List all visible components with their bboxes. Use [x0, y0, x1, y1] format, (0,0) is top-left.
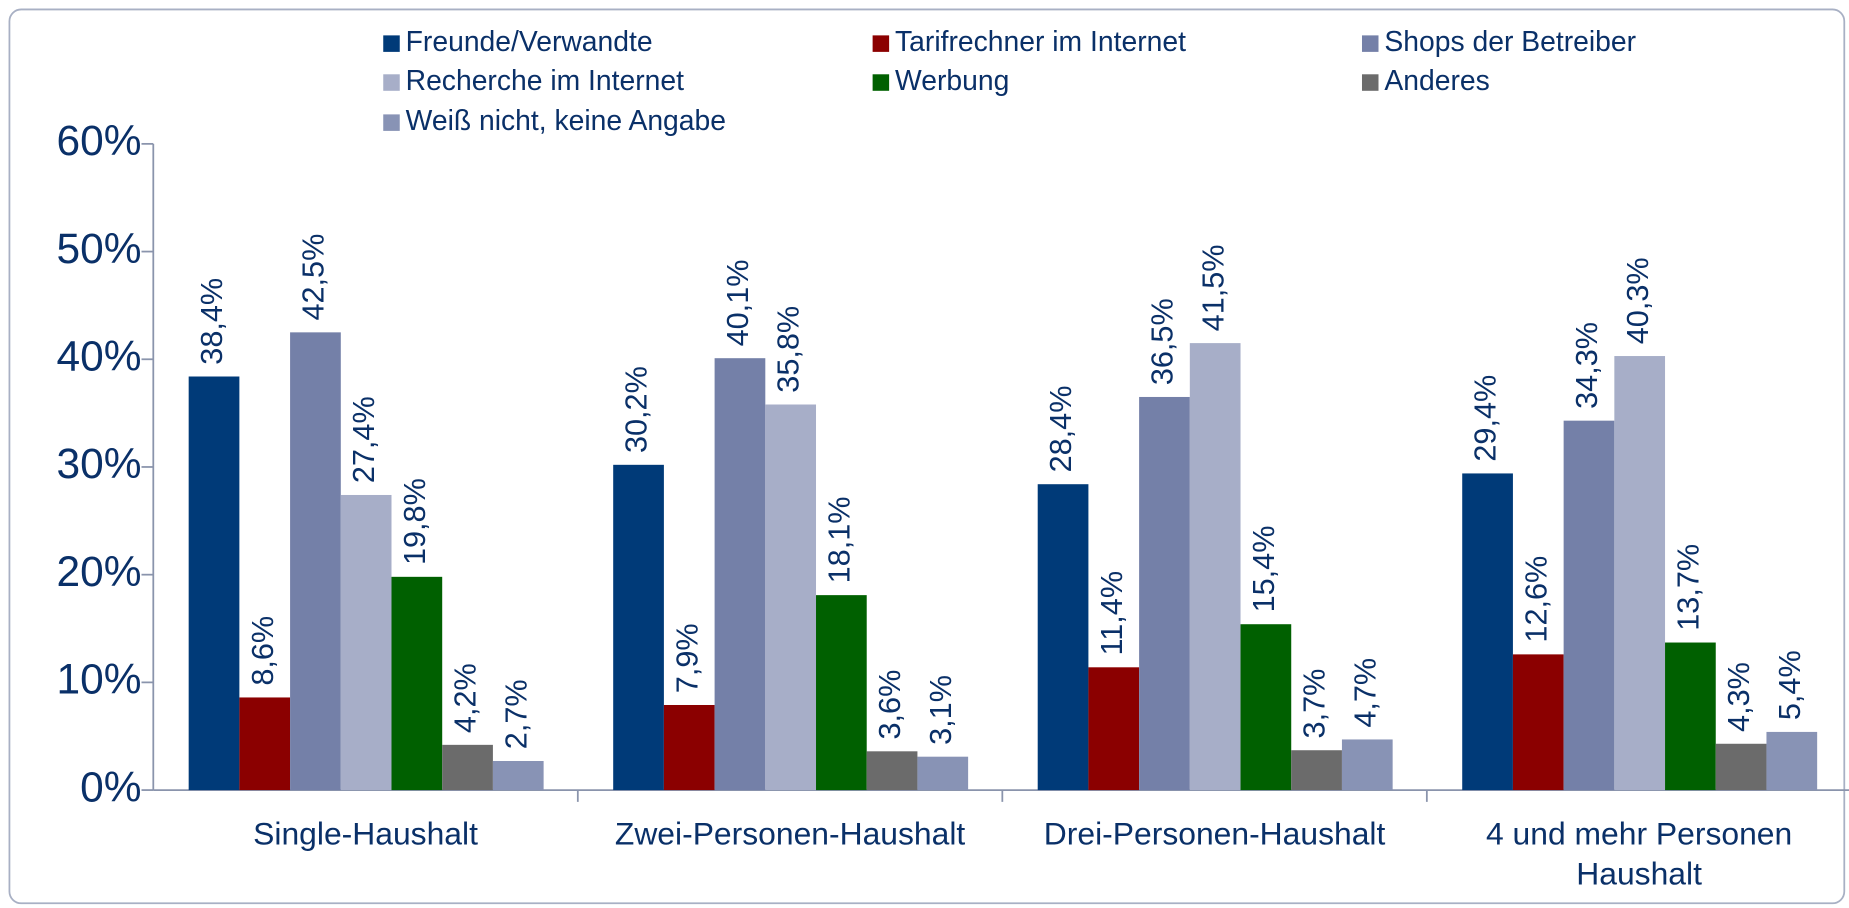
value-label: 4,7%	[1348, 658, 1382, 728]
bar	[1189, 343, 1241, 791]
value-label: 5,4%	[1773, 650, 1807, 720]
value-label: 38,4%	[195, 278, 229, 365]
chart-frame	[8, 8, 1846, 905]
value-label: 35,8%	[772, 306, 806, 393]
x-tick-label-box: Drei-Personen-Haushalt	[1043, 816, 1386, 852]
bar	[340, 494, 392, 791]
value-label: 4,3%	[1722, 662, 1756, 732]
bar	[492, 760, 544, 791]
value-label: 4,2%	[449, 663, 483, 733]
value-label: 3,6%	[873, 670, 907, 740]
bar	[765, 404, 817, 791]
value-label: 27,4%	[347, 396, 381, 483]
legend-label: Shops der Betreiber	[1384, 25, 1636, 57]
value-label: 11,4%	[1095, 571, 1129, 656]
x-tick-label: Zwei-Personen-Haushalt	[614, 816, 966, 852]
x-tick-label: 4 und mehr Personen Haushalt	[1485, 816, 1793, 892]
value-label: 15,4%	[1247, 526, 1281, 613]
bar	[816, 595, 867, 791]
bar	[1614, 356, 1666, 791]
legend-swatch	[383, 35, 400, 52]
value-label: 18,1%	[822, 496, 856, 583]
y-tick-label: 40%	[57, 332, 142, 379]
legend-swatch	[383, 114, 400, 131]
bar	[290, 332, 341, 791]
value-label: 30,2%	[620, 366, 654, 453]
value-label: 28,4%	[1044, 386, 1078, 473]
value-label: 36,5%	[1146, 298, 1180, 385]
bar	[613, 464, 664, 791]
x-tick-label-box: Single-Haushalt	[253, 816, 478, 852]
x-tick-label: Drei-Personen-Haushalt	[1043, 816, 1386, 852]
value-label: 2,7%	[499, 679, 533, 749]
bar	[1139, 396, 1190, 791]
legend-label: Freunde/Verwandte	[406, 25, 653, 57]
bar	[1715, 743, 1767, 791]
bar	[1462, 473, 1513, 791]
bar	[1665, 642, 1716, 791]
legend-swatch	[1361, 35, 1379, 52]
value-label: 3,7%	[1298, 669, 1332, 739]
legend-label: Werbung	[895, 64, 1009, 96]
bar	[1240, 624, 1292, 791]
y-tick-label: 10%	[57, 656, 142, 703]
x-tick-label-box: 4 und mehr Personen Haushalt	[1485, 816, 1793, 892]
value-label: 3,1%	[924, 675, 958, 745]
bar	[663, 704, 715, 791]
bar	[917, 756, 969, 791]
y-tick-label: 60%	[57, 117, 142, 164]
y-tick-label: 0%	[80, 763, 141, 810]
value-label: 29,4%	[1469, 375, 1503, 462]
bar	[1512, 654, 1564, 791]
legend-label: Weiß nicht, keine Angabe	[406, 104, 726, 136]
bar	[1341, 739, 1393, 791]
legend-swatch	[1361, 74, 1379, 91]
bar	[1766, 731, 1818, 791]
value-label: 7,9%	[670, 623, 704, 693]
bar	[714, 358, 766, 791]
value-label: 34,3%	[1570, 322, 1604, 409]
x-tick-label: Single-Haushalt	[253, 816, 478, 852]
bar	[1088, 667, 1140, 791]
value-label: 41,5%	[1196, 244, 1230, 331]
value-label: 8,6%	[246, 616, 280, 686]
legend-label: Tarifrechner im Internet	[895, 25, 1186, 57]
y-tick-label: 30%	[57, 440, 142, 487]
bar	[866, 751, 918, 791]
legend-swatch	[383, 74, 400, 91]
value-label: 42,5%	[297, 234, 331, 321]
y-tick-label: 20%	[57, 548, 142, 595]
legend-label: Recherche im Internet	[406, 64, 685, 96]
bar	[391, 576, 443, 791]
bar	[188, 376, 240, 791]
value-label: 13,7%	[1671, 544, 1705, 631]
legend-label: Anderes	[1384, 64, 1489, 96]
bar	[442, 744, 493, 791]
bar	[1563, 420, 1615, 791]
bar	[1037, 484, 1089, 791]
x-tick-label-box: Zwei-Personen-Haushalt	[614, 816, 966, 852]
value-label: 40,1%	[721, 260, 755, 347]
legend-swatch	[872, 35, 890, 52]
y-tick-label: 50%	[57, 225, 142, 272]
value-label: 19,8%	[398, 478, 432, 565]
bar	[1291, 750, 1342, 791]
value-label: 12,6%	[1519, 556, 1553, 643]
bar	[239, 697, 291, 791]
legend-swatch	[872, 74, 890, 91]
value-label: 40,3%	[1621, 257, 1655, 344]
